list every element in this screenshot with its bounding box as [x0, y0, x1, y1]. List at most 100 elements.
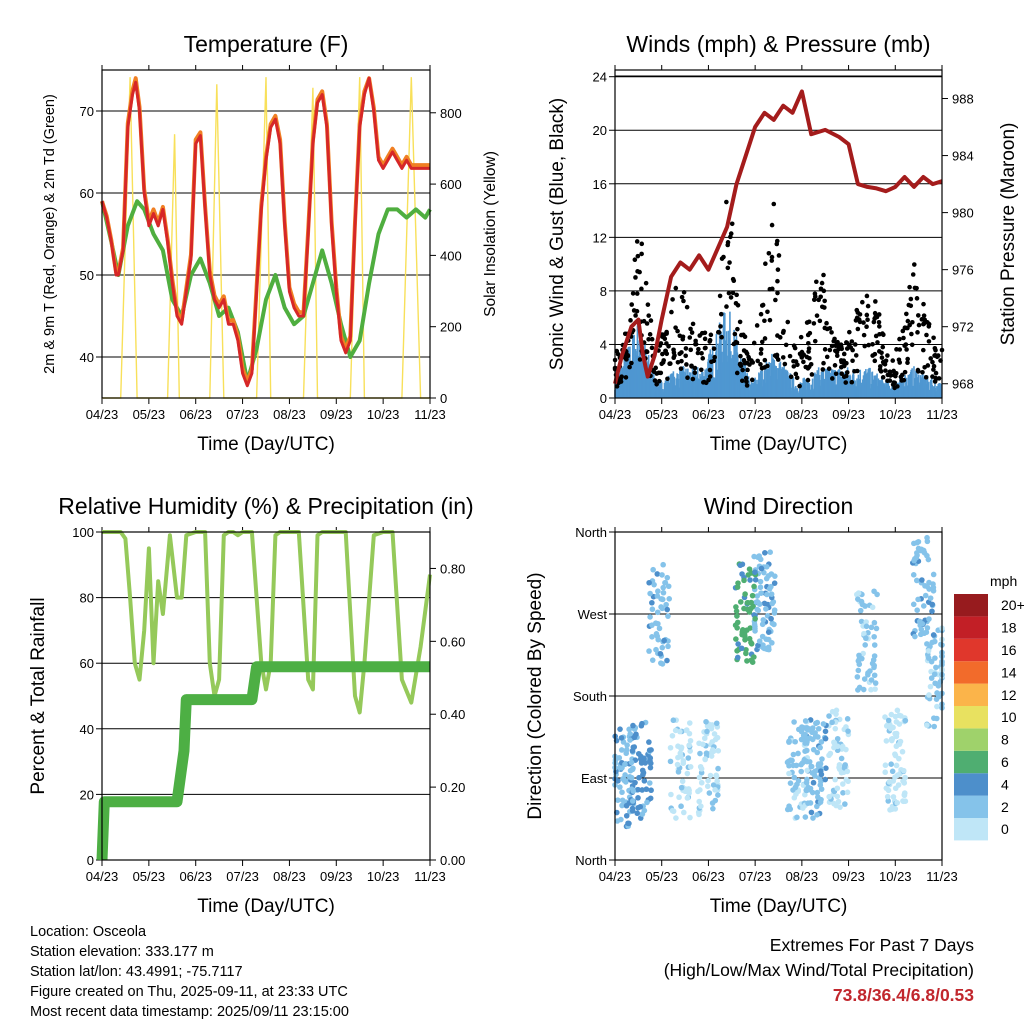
y-tick-label: 0 [600, 391, 607, 406]
gust-point [740, 367, 745, 373]
gust-point [912, 262, 917, 267]
y2-tick-label: 400 [440, 248, 462, 263]
direction-point [817, 782, 824, 788]
direction-point [627, 737, 633, 743]
direction-point [747, 577, 753, 583]
y-tick-label: 12 [593, 230, 607, 245]
direction-point [646, 747, 653, 753]
colorbar-swatch [954, 773, 988, 796]
direction-point [653, 631, 660, 637]
direction-point [686, 790, 692, 796]
x-tick-label: 11/23 [926, 869, 958, 884]
gust-point [618, 376, 624, 381]
direction-point [815, 794, 821, 800]
direction-point [804, 747, 810, 754]
direction-point [882, 714, 888, 720]
direction-point [892, 751, 898, 757]
direction-point [929, 601, 936, 608]
gust-point [805, 332, 811, 338]
gust-point [903, 325, 909, 331]
gust-point [814, 313, 820, 318]
gust-point [754, 323, 760, 328]
colorbar-level-label: 10 [1001, 709, 1017, 725]
direction-point [888, 737, 895, 744]
gust-point [805, 377, 811, 383]
gust-point [834, 353, 840, 359]
direction-point [667, 744, 674, 751]
direction-point [650, 566, 656, 573]
direction-point [844, 789, 851, 796]
direction-point [929, 608, 935, 615]
gust-point [739, 378, 745, 384]
gust-point [880, 375, 886, 380]
direction-point [838, 755, 845, 762]
direction-point [709, 800, 716, 806]
direction-point [845, 728, 851, 735]
direction-point [744, 606, 751, 613]
direction-point [871, 619, 878, 626]
direction-point [630, 722, 636, 729]
gust-point [928, 356, 934, 361]
gust-point [904, 311, 909, 317]
direction-point [914, 552, 920, 559]
gust-point [703, 345, 708, 351]
gust-point [865, 303, 871, 309]
x-tick-label: 05/23 [133, 869, 166, 884]
direction-point [659, 596, 666, 603]
direction-point [614, 797, 621, 803]
x-tick-label: 11/23 [414, 407, 446, 422]
gust-point [811, 297, 817, 303]
gust-point [629, 360, 634, 366]
gust-point [735, 326, 740, 332]
gust-point [850, 358, 855, 364]
direction-point [629, 808, 636, 814]
direction-point [678, 784, 685, 791]
direction-point [662, 579, 669, 586]
direction-point [772, 573, 778, 579]
direction-point [900, 767, 907, 774]
direction-point [834, 793, 841, 800]
elevation-text: Station elevation: 333.177 m [30, 944, 214, 960]
direction-point [791, 719, 797, 725]
x-tick-label: 09/23 [832, 869, 865, 884]
direction-point [760, 617, 767, 623]
direction-point [704, 783, 711, 790]
gust-point [673, 285, 679, 291]
gust-point [721, 254, 726, 260]
direction-point [871, 633, 877, 640]
gust-point [820, 367, 826, 372]
temperature-panel: Temperature (F) 40 50 60 70 0 200 400 600 800 04/2… [42, 31, 499, 455]
gust-point [921, 347, 926, 353]
gust-point [857, 312, 863, 317]
direction-point [757, 578, 764, 585]
gust-point [852, 342, 858, 347]
direction-point [844, 768, 851, 775]
recent-data-text: Most recent data timestamp: 2025/09/11 2… [30, 1004, 349, 1020]
direction-point [787, 780, 794, 786]
direction-point [769, 600, 776, 607]
direction-point [664, 606, 670, 613]
gust-point [688, 347, 694, 353]
direction-point [751, 583, 757, 590]
gust-point [744, 360, 750, 366]
direction-point [734, 613, 740, 619]
gust-point [737, 319, 743, 325]
direction-point [896, 755, 902, 762]
direction-point [882, 769, 889, 776]
direction-point [675, 769, 682, 775]
x-tick-label: 07/23 [226, 407, 259, 422]
direction-point [687, 748, 693, 754]
direction-point [641, 778, 648, 784]
gust-point [801, 359, 806, 365]
gust-point [751, 340, 757, 346]
direction-point [653, 646, 659, 653]
x-tick-label: 09/23 [832, 407, 865, 422]
gust-point [799, 355, 805, 360]
gust-point [822, 298, 827, 304]
y-tick-label: 100 [72, 525, 94, 540]
direction-point [921, 630, 928, 637]
gust-point [905, 360, 910, 366]
direction-point [754, 593, 761, 599]
direction-point [623, 812, 630, 819]
direction-point [829, 719, 835, 726]
